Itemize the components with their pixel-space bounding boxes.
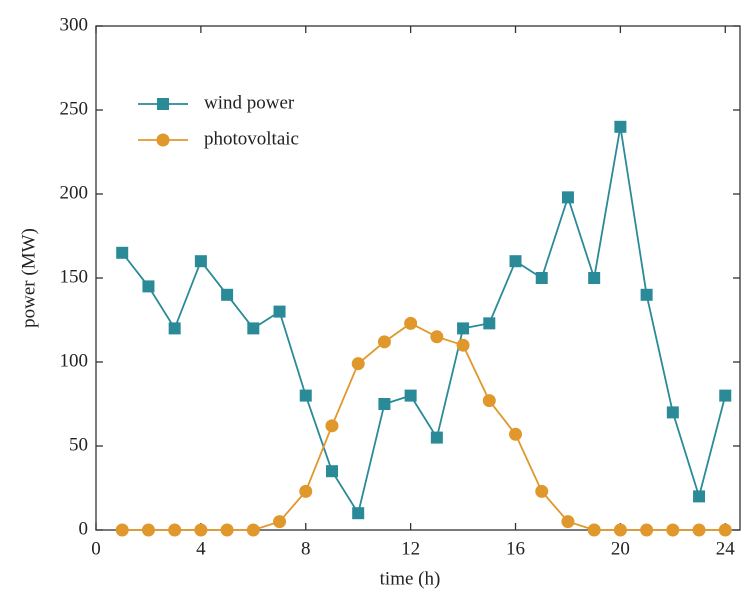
x-tick-label: 8 — [301, 538, 311, 559]
data-point — [247, 322, 260, 335]
data-point — [640, 523, 654, 537]
data-point — [561, 191, 574, 204]
legend-label: photovoltaic — [204, 128, 299, 149]
data-point — [535, 272, 548, 284]
data-point — [719, 389, 732, 402]
data-point — [482, 394, 496, 408]
data-point — [273, 515, 287, 529]
data-point — [142, 280, 155, 293]
data-point — [640, 288, 653, 301]
x-tick-label: 20 — [611, 538, 630, 559]
data-point — [352, 507, 365, 520]
y-tick-label: 150 — [60, 266, 89, 287]
data-point — [299, 484, 313, 498]
data-point — [168, 523, 182, 537]
data-point — [377, 335, 391, 349]
x-tick-label: 12 — [401, 538, 420, 559]
data-point — [325, 419, 339, 433]
data-point — [666, 406, 679, 419]
y-axis-label: power (MW) — [18, 228, 39, 328]
data-point — [115, 523, 129, 537]
data-point — [351, 357, 365, 371]
data-point — [299, 389, 312, 402]
data-point — [535, 484, 549, 498]
data-point — [194, 523, 208, 537]
x-tick-label: 16 — [506, 538, 525, 559]
data-point — [116, 246, 129, 259]
data-point — [509, 255, 522, 268]
data-point — [457, 322, 470, 335]
data-point — [220, 523, 234, 537]
data-point — [168, 322, 181, 335]
data-point — [613, 523, 627, 537]
y-tick-label: 50 — [69, 434, 88, 455]
y-tick-label: 200 — [60, 182, 89, 203]
data-point — [404, 316, 418, 330]
data-point — [194, 255, 207, 268]
legend-marker — [157, 98, 169, 110]
y-tick-label: 300 — [60, 14, 89, 35]
data-point — [430, 330, 444, 344]
data-point — [666, 523, 680, 537]
data-point — [483, 317, 496, 330]
legend-marker — [156, 133, 170, 147]
y-tick-label: 0 — [79, 518, 89, 539]
data-point — [141, 523, 155, 537]
data-point — [456, 338, 470, 352]
x-tick-label: 4 — [196, 538, 206, 559]
data-point — [378, 398, 391, 410]
x-axis-label: time (h) — [380, 568, 441, 589]
data-point — [561, 515, 575, 529]
data-point — [587, 523, 601, 537]
data-point — [718, 523, 732, 537]
data-point — [509, 427, 523, 441]
y-tick-label: 250 — [60, 98, 89, 119]
data-point — [404, 389, 417, 402]
data-point — [246, 523, 260, 537]
data-point — [693, 490, 706, 503]
series-line — [121, 126, 727, 516]
series-line — [122, 322, 726, 531]
x-tick-label: 24 — [716, 538, 736, 559]
data-point — [430, 431, 443, 444]
legend-label: wind power — [204, 92, 295, 113]
data-point — [588, 272, 601, 284]
data-point — [614, 120, 627, 133]
x-tick-label: 0 — [91, 538, 101, 559]
data-point — [692, 523, 706, 537]
y-tick-label: 100 — [60, 350, 89, 371]
data-point — [325, 465, 338, 478]
data-point — [273, 305, 286, 318]
data-point — [221, 288, 234, 301]
